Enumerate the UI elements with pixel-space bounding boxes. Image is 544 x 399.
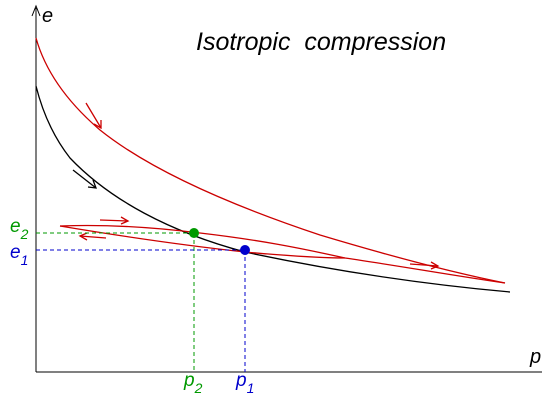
arrow-icon	[99, 216, 130, 225]
x-axis-label: p	[529, 346, 541, 368]
arrow-icon	[72, 169, 97, 189]
red-loop-continuation	[344, 257, 506, 284]
diagram-title: Isotropic compression	[196, 28, 446, 56]
red-upper-curve	[35, 37, 506, 284]
e1-label: e1	[10, 242, 28, 268]
black-compression-curve	[35, 85, 511, 293]
y-axis-arrowhead-icon	[31, 4, 41, 17]
red-loop-lower	[59, 225, 346, 259]
arrow-icon	[409, 261, 440, 270]
p1-label: p1	[235, 370, 254, 396]
red-loop-upper	[59, 224, 346, 259]
arrow-icon	[78, 232, 107, 241]
point-2-marker	[189, 228, 199, 238]
point-1-marker	[240, 245, 250, 255]
axes	[31, 4, 542, 373]
p2-label: p2	[183, 370, 203, 396]
y-axis-label: e	[42, 5, 53, 27]
e2-label: e2	[10, 216, 29, 242]
arrow-icon	[85, 102, 102, 130]
